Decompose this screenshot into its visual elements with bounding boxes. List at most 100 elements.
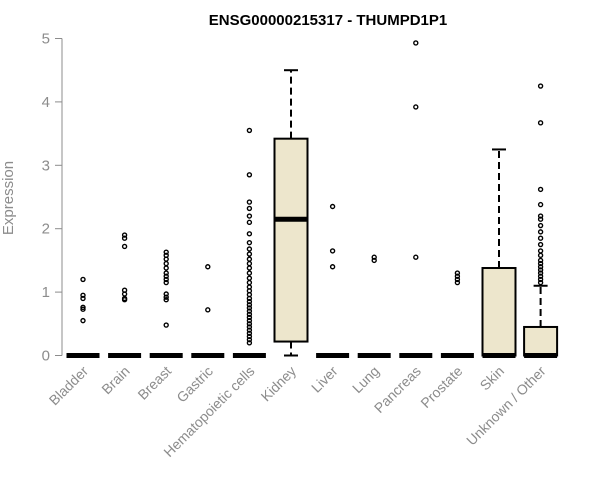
chart-title: ENSG00000215317 - THUMPD1P1 xyxy=(209,12,447,29)
box-group xyxy=(273,69,309,357)
outlier-point xyxy=(537,186,544,193)
outlier-point xyxy=(537,241,544,248)
outlier-point xyxy=(246,336,253,343)
outlier-point xyxy=(246,275,253,281)
outlier-point xyxy=(246,317,253,324)
outlier-point xyxy=(121,232,128,238)
outlier-point xyxy=(537,273,544,279)
outlier-point xyxy=(454,270,461,276)
outlier-point xyxy=(454,276,461,283)
y-tick-label: 1 xyxy=(42,284,50,301)
outlier-point xyxy=(163,294,169,300)
outlier-point xyxy=(246,239,253,246)
outlier-point xyxy=(246,231,253,237)
outlier-point xyxy=(537,222,544,229)
outlier-point xyxy=(246,302,253,308)
outlier-point xyxy=(537,257,544,264)
outlier-point xyxy=(537,201,544,208)
y-tick-label: 2 xyxy=(42,221,50,238)
box-iqr xyxy=(481,267,517,357)
outlier-point xyxy=(246,340,253,346)
outlier-point xyxy=(371,254,377,260)
outlier-point xyxy=(246,295,253,302)
outlier-point xyxy=(163,260,169,267)
x-tick-label: Bladder xyxy=(46,363,92,409)
outlier-point xyxy=(537,276,544,283)
outlier-point xyxy=(163,249,169,255)
outlier-point xyxy=(246,298,253,305)
outlier-point xyxy=(329,248,336,254)
outlier-point xyxy=(80,276,86,283)
outlier-point xyxy=(163,297,169,303)
outlier-point xyxy=(80,295,86,302)
outlier-point xyxy=(163,276,169,283)
x-tick-label: Liver xyxy=(308,363,341,396)
outlier-point xyxy=(537,120,544,126)
outlier-point xyxy=(163,279,169,286)
x-tick-label: Prostate xyxy=(417,363,465,411)
outlier-point xyxy=(329,203,336,210)
outlier-point xyxy=(246,279,253,286)
outlier-point xyxy=(246,330,253,337)
y-axis-label: Expression xyxy=(0,161,17,235)
box-group xyxy=(357,254,391,358)
outlier-point xyxy=(80,306,86,312)
outlier-point xyxy=(537,270,544,276)
outlier-point xyxy=(246,172,253,178)
x-tick-label: Unknown / Other xyxy=(463,363,549,449)
outlier-point xyxy=(413,40,419,46)
box-group xyxy=(66,276,100,358)
box-iqr xyxy=(273,137,309,343)
outlier-point xyxy=(163,322,169,328)
outlier-point xyxy=(537,83,544,89)
outlier-point xyxy=(371,257,377,264)
box-group xyxy=(108,232,142,358)
outlier-point xyxy=(246,246,253,252)
y-tick-label: 0 xyxy=(42,348,50,365)
outlier-point xyxy=(246,308,253,314)
outlier-point xyxy=(163,256,169,262)
outlier-point xyxy=(163,291,169,297)
box-iqr xyxy=(523,325,559,357)
outlier-point xyxy=(246,314,253,321)
outlier-point xyxy=(246,251,253,257)
box-group xyxy=(440,270,474,358)
outlier-point xyxy=(454,279,461,286)
outlier-point xyxy=(246,219,253,226)
box-plot-series xyxy=(66,40,559,358)
box-group xyxy=(232,127,266,358)
outlier-point xyxy=(246,270,253,276)
box-group xyxy=(523,83,559,358)
y-tick-label: 3 xyxy=(42,157,50,174)
outlier-point xyxy=(246,324,253,330)
outlier-point xyxy=(246,199,253,205)
outlier-point xyxy=(537,260,544,267)
x-tick-label: Lung xyxy=(349,363,382,396)
box-group xyxy=(399,40,433,358)
outlier-point xyxy=(246,205,253,212)
outlier-point xyxy=(246,305,253,311)
outlier-point xyxy=(163,273,169,279)
outlier-point xyxy=(454,273,461,279)
x-tick-label: Kidney xyxy=(258,363,300,405)
x-tick-label: Breast xyxy=(134,363,174,403)
outlier-point xyxy=(163,265,169,271)
outlier-point xyxy=(246,321,253,327)
outlier-point xyxy=(121,297,128,303)
outlier-point xyxy=(329,264,336,270)
outlier-point xyxy=(537,264,544,270)
y-tick-label: 4 xyxy=(42,94,50,111)
outlier-point xyxy=(537,213,544,219)
x-tick-label: Skin xyxy=(477,363,508,394)
y-axis-ticks: 0 1 2 3 4 5 xyxy=(42,31,62,365)
outlier-point xyxy=(246,127,253,134)
outlier-point xyxy=(80,304,86,311)
outlier-point xyxy=(537,267,544,273)
outlier-point xyxy=(537,248,544,254)
outlier-point xyxy=(413,104,419,110)
outlier-point xyxy=(246,256,253,262)
outlier-point xyxy=(246,333,253,340)
x-tick-label: Brain xyxy=(98,363,132,397)
